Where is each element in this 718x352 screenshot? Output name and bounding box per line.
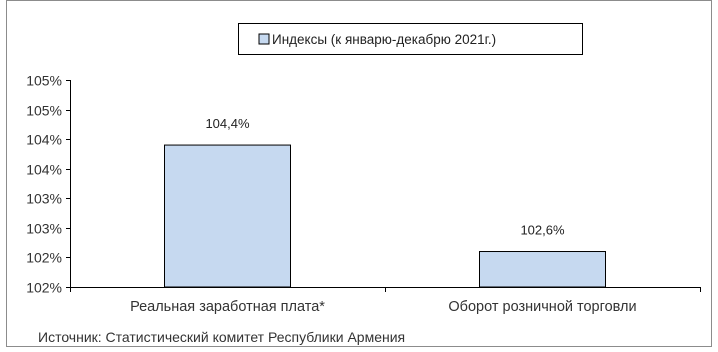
y-tick-label: 103% — [26, 221, 62, 237]
source-note: Источник: Статистический комитет Республ… — [38, 329, 405, 345]
y-tick-label: 102% — [26, 250, 62, 266]
data-label: 102,6% — [520, 223, 565, 238]
data-label: 104,4% — [205, 116, 250, 131]
category-labels: Реальная заработная плата* Оборот розничн… — [130, 299, 637, 315]
bar — [164, 144, 291, 288]
y-tick-label: 105% — [26, 103, 62, 119]
legend-box — [238, 23, 583, 55]
y-tick-label: 102% — [26, 280, 62, 296]
y-axis: 102% 102% 103% 103% 104% 104% 105% 105% — [26, 73, 71, 296]
y-tick-label: 104% — [26, 162, 62, 178]
category-label: Оборот розничной торговли — [448, 299, 636, 315]
legend-swatch — [258, 33, 270, 45]
legend-label: Индексы (к январю-декабрю 2021г.) — [272, 32, 496, 47]
legend: Индексы (к январю-декабрю 2021г.) — [238, 23, 583, 55]
y-tick-label: 105% — [26, 73, 62, 89]
data-labels: 104,4% 102,6% — [205, 116, 565, 237]
category-label: Реальная заработная плата* — [130, 299, 325, 315]
y-tick-label: 104% — [26, 132, 62, 148]
bar — [479, 251, 606, 288]
bars — [164, 144, 606, 288]
y-tick-label: 103% — [26, 191, 62, 207]
chart-border — [6, 0, 712, 347]
x-axis — [70, 287, 701, 292]
